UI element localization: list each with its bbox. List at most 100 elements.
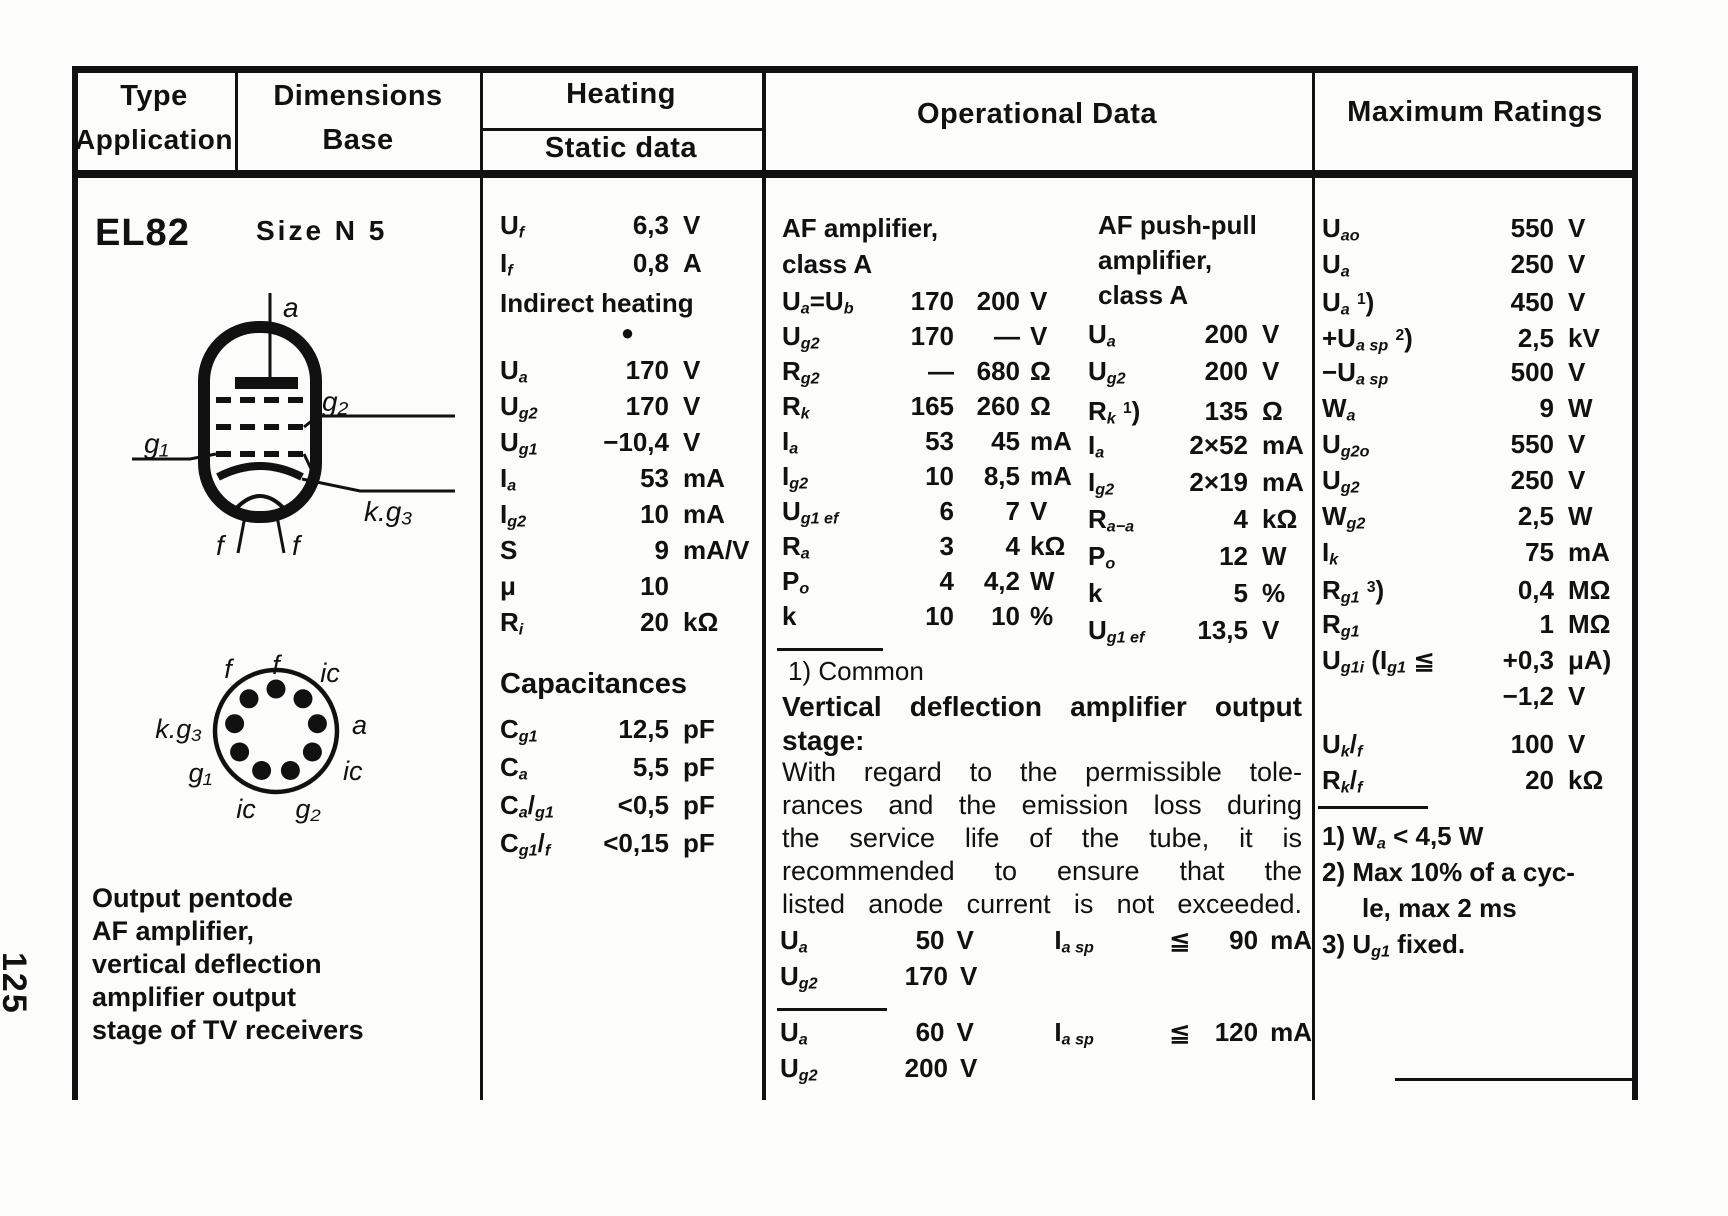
condition-value: 50 bbox=[915, 925, 945, 955]
spec-unit: μA) bbox=[1568, 645, 1612, 675]
heating-filament-rows: Uf 6,3 V If 0,8 A bbox=[500, 206, 755, 282]
spec-unit: V bbox=[1568, 465, 1586, 495]
spec-unit: W bbox=[1030, 566, 1055, 596]
spec-unit: V bbox=[1262, 356, 1280, 386]
spec-value: 13,5 bbox=[1197, 615, 1248, 645]
spec-row: Wg2 2,5 W bbox=[1322, 498, 1630, 534]
spec-value: 170 bbox=[625, 391, 669, 421]
spec-label: Ua 1) bbox=[1322, 287, 1375, 319]
filament-lead-left bbox=[236, 510, 248, 554]
spec-label: +Ua sp 2) bbox=[1322, 323, 1413, 355]
condition-unit: V bbox=[960, 961, 978, 991]
schematic-g1-label: g₁ bbox=[144, 428, 169, 459]
spec-value: 9 bbox=[1539, 393, 1554, 423]
condition-label: Ua bbox=[780, 1017, 808, 1049]
spec-label: Ug2 bbox=[782, 321, 820, 353]
spec-label: Rk 1) bbox=[1088, 396, 1141, 428]
pin-dot bbox=[280, 761, 300, 780]
footnote-2: 2) Max 10% of a cyc- bbox=[1322, 857, 1575, 887]
spec-value-2: 260 bbox=[976, 391, 1020, 421]
spec-value: 100 bbox=[1510, 729, 1554, 759]
spec-unit: V bbox=[1568, 357, 1586, 387]
spec-value: 20 bbox=[1525, 765, 1554, 795]
static-data-rows: Ua 170 V Ug2 170 V Ug1 −10,4 V Ia 53 mA … bbox=[500, 352, 755, 640]
vdef-title-line1: Vertical deflection amplifier output bbox=[782, 691, 1302, 722]
spec-unit: % bbox=[1262, 578, 1286, 608]
spec-value: 170 bbox=[625, 355, 669, 385]
af-rows: Ua=Ub 170 200 V Ug2 170 — V Rg2 — 680 Ω … bbox=[782, 284, 1072, 634]
bullet-mark: ● bbox=[620, 320, 635, 345]
spec-label: Ia bbox=[500, 463, 517, 495]
pin-label-ic-bottomleft: ic bbox=[236, 794, 256, 824]
spec-value: 550 bbox=[1510, 429, 1554, 459]
condition-value: 60 bbox=[915, 1017, 945, 1047]
spec-label: μ bbox=[500, 571, 516, 601]
spec-row: Wa 9 W bbox=[1322, 390, 1630, 426]
spec-value-2: 4 bbox=[1005, 531, 1020, 561]
kg3-leader-line bbox=[301, 477, 455, 493]
filament-lead-right bbox=[274, 510, 286, 554]
pp-amplifier-title: AF push-pull amplifier, class A bbox=[1098, 208, 1257, 313]
paragraph-line: recommended to ensure that the bbox=[782, 856, 1302, 886]
spec-unit: MΩ bbox=[1568, 609, 1611, 639]
paragraph-line: With regard to the permissible tole- bbox=[782, 757, 1302, 787]
schematic-anode-label: a bbox=[283, 292, 299, 323]
spec-label: Ra bbox=[782, 531, 810, 563]
spec-unit: V bbox=[1568, 681, 1586, 711]
af-title-line: AF amplifier, bbox=[782, 213, 939, 243]
spec-unit: W bbox=[1262, 541, 1287, 571]
condition-label: Ug2 bbox=[780, 1053, 818, 1085]
spec-row: Cg1 12,5 pF bbox=[500, 710, 755, 748]
spec-label: Po bbox=[782, 566, 810, 598]
spec-label: Uao bbox=[1322, 213, 1360, 245]
spec-row: Rg1 3) 0,4 MΩ bbox=[1322, 570, 1630, 607]
condition-unit-2: mA bbox=[1270, 925, 1312, 955]
spec-value: 0,4 bbox=[1517, 575, 1554, 606]
spec-unit: V bbox=[683, 427, 701, 457]
spec-label: Ig2 bbox=[782, 461, 809, 493]
header-dimensions: Dimensions bbox=[273, 80, 443, 112]
spec-row: Ca 5,5 pF bbox=[500, 748, 755, 786]
spec-row: Ug2 170 — V bbox=[782, 319, 1072, 354]
spec-value-1: 170 bbox=[910, 321, 954, 351]
condition-group-1: Ua 50 V Ia sp ≦ 90 mA Ug2 170 V bbox=[780, 922, 1312, 994]
condition-label-2: Ia sp bbox=[1054, 925, 1094, 957]
header-heating: Heating bbox=[566, 78, 676, 110]
spec-label: Rg1 bbox=[1322, 609, 1360, 641]
heating-static-rule bbox=[480, 128, 762, 131]
pin-label-f-left: f bbox=[224, 654, 234, 684]
application-line: AF amplifier, bbox=[92, 916, 255, 946]
spec-row: Ri 20 kΩ bbox=[500, 604, 755, 640]
pin-dot bbox=[225, 714, 245, 734]
spec-label: Ig2 bbox=[1088, 467, 1115, 499]
spec-row: k 10 10 % bbox=[782, 599, 1072, 634]
cathode-arc bbox=[216, 462, 304, 481]
spec-row: Ig2 10 8,5 mA bbox=[782, 459, 1072, 494]
spec-row: Ig2 10 mA bbox=[500, 496, 755, 532]
spec-label: Ug1 bbox=[500, 427, 538, 459]
spec-label: Po bbox=[1088, 541, 1116, 573]
spec-value: 200 bbox=[1204, 356, 1248, 386]
condition-divider-rule bbox=[777, 1008, 887, 1011]
spec-row: Ca/g1 <0,5 pF bbox=[500, 786, 755, 824]
spec-label: Cg1/f bbox=[500, 828, 551, 860]
spec-value: 2,5 bbox=[1517, 323, 1554, 354]
spec-label: Rk bbox=[782, 391, 810, 423]
spec-label: −Ua sp bbox=[1322, 357, 1389, 389]
spec-row: Ug2o 550 V bbox=[1322, 426, 1630, 462]
spec-row: Ug2 170 V bbox=[500, 388, 755, 424]
spec-value-1: 165 bbox=[910, 391, 954, 421]
max-footnote-rule bbox=[1318, 806, 1428, 809]
spec-unit: mA/V bbox=[683, 535, 750, 565]
header-static-data: Static data bbox=[544, 132, 698, 164]
paragraph-line: listed anode current is not exceeded. bbox=[782, 889, 1302, 919]
spec-row: Ua=Ub 170 200 V bbox=[782, 284, 1072, 319]
spec-value: 1 bbox=[1539, 609, 1554, 639]
condition-value: 170 bbox=[904, 961, 948, 991]
spec-unit: W bbox=[1568, 501, 1593, 531]
spec-label: Wg2 bbox=[1322, 501, 1366, 533]
spec-unit: mA bbox=[1568, 537, 1610, 567]
spec-value: 250 bbox=[1510, 465, 1554, 495]
spec-value-1: — bbox=[928, 356, 954, 386]
condition-label: Ug2 bbox=[780, 961, 818, 993]
